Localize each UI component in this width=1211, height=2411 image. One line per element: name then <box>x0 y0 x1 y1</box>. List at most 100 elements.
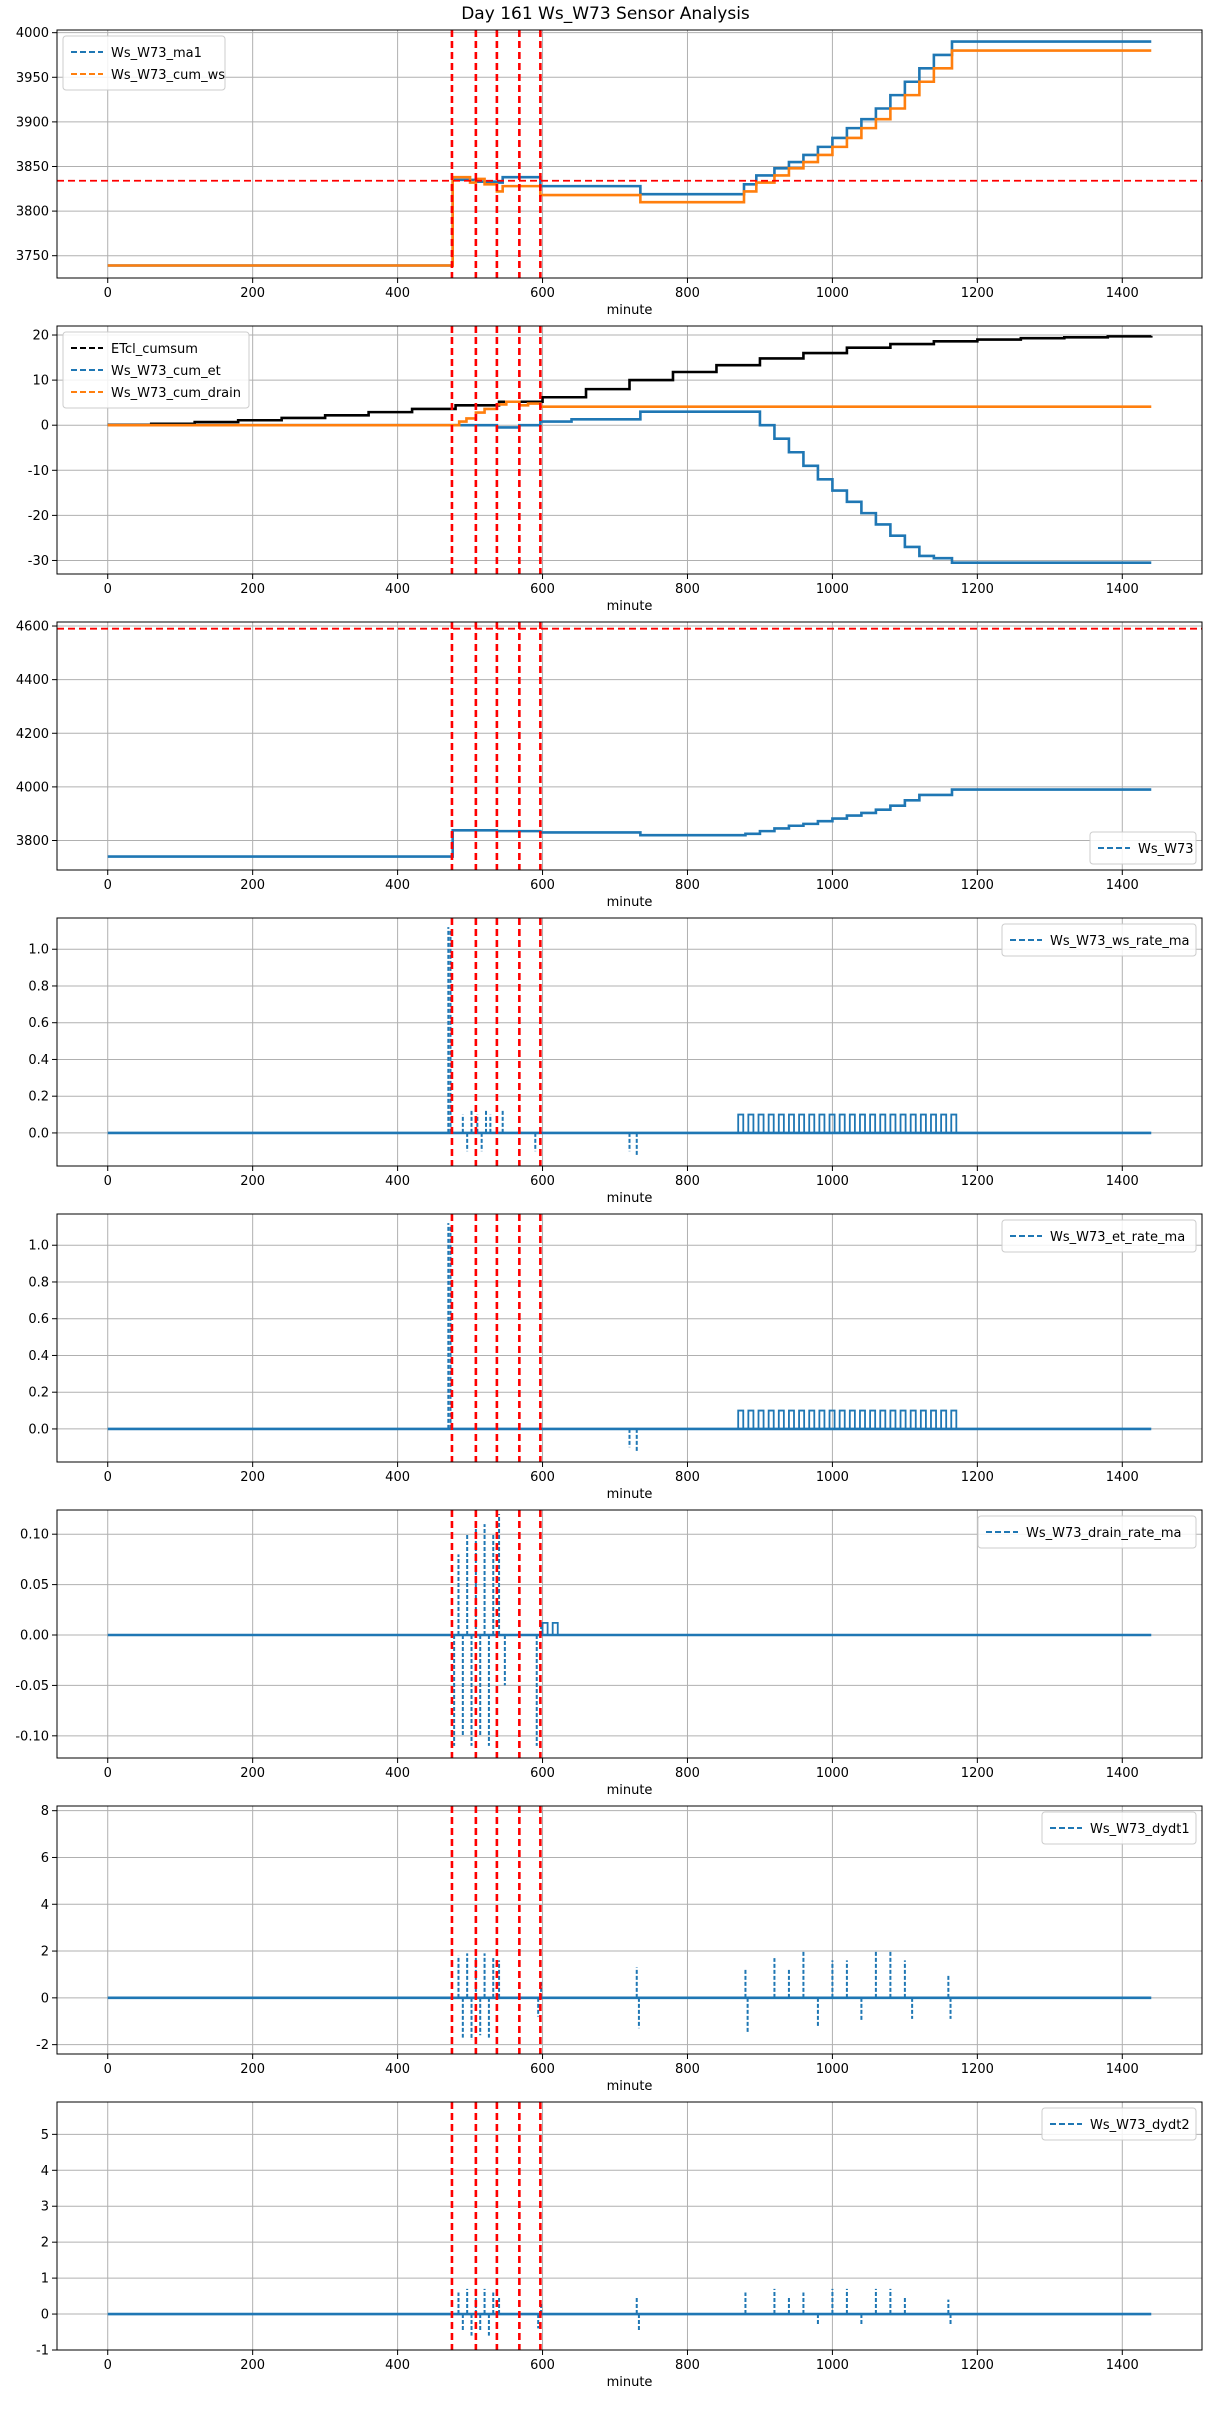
x-tick-label: 0 <box>104 2358 112 2373</box>
x-tick-label: 600 <box>530 1470 555 1485</box>
series-line-Ws_W73_cum_drain <box>107 400 1152 427</box>
data-layer <box>107 1510 1152 1758</box>
chart-panel-1: 0 200 400 600 800 1000 1200 1400 3750 3800 3850 390… <box>16 26 1203 318</box>
legend-label: Ws_W73_cum_ws <box>111 68 225 83</box>
legend: Ws_W73_dydt1 <box>1041 1811 1197 1845</box>
y-tick-label: 0 <box>41 419 49 434</box>
x-tick-label: 400 <box>385 2062 410 2077</box>
legend: Ws_W73_ws_rate_ma <box>1001 923 1197 957</box>
y-tick-label: -1 <box>36 2344 49 2359</box>
data-layer <box>107 1806 1152 2054</box>
x-tick-label: 600 <box>530 2358 555 2373</box>
series-line-Ws_W73 <box>107 788 1152 858</box>
y-tick-label: 3900 <box>16 115 49 130</box>
x-tick-label: 400 <box>385 1766 410 1781</box>
legend-box <box>1001 923 1197 957</box>
y-tick-label: -0.10 <box>15 1729 49 1744</box>
y-tick-label: 6 <box>41 1851 49 1866</box>
x-axis-label: minute <box>607 2375 653 2390</box>
legend-box <box>1041 1811 1197 1845</box>
x-tick-label: 1400 <box>1106 1766 1139 1781</box>
x-tick-label: 600 <box>530 2062 555 2077</box>
y-tick-label: 0.0 <box>28 1126 49 1141</box>
x-tick-label: 400 <box>385 2358 410 2373</box>
data-layer <box>57 30 1202 278</box>
x-tick-label: 1000 <box>816 2358 849 2373</box>
axes-frame <box>56 917 1203 1167</box>
x-tick-label: 800 <box>675 286 700 301</box>
legend-label: ETcl_cumsum <box>111 342 198 357</box>
x-tick-label: 800 <box>675 1470 700 1485</box>
x-tick-label: 1000 <box>816 1766 849 1781</box>
y-tick-label: 0.6 <box>28 1312 49 1327</box>
y-tick-label: 0.8 <box>28 1275 49 1290</box>
chart-panel-5: 0 200 400 600 800 1000 1200 1400 0.0 0.2 0.4 0.6 0.8… <box>28 1213 1203 1502</box>
x-tick-label: 600 <box>530 582 555 597</box>
x-tick-label: 1400 <box>1106 1174 1139 1189</box>
data-layer <box>107 918 1152 1166</box>
x-tick-label: 1400 <box>1106 286 1139 301</box>
legend: Ws_W73_et_rate_ma <box>1001 1219 1197 1253</box>
x-axis-label: minute <box>607 303 653 318</box>
x-tick-label: 1200 <box>961 878 994 893</box>
y-tick-label: 4000 <box>16 780 49 795</box>
chart-panel-2: 0 200 400 600 800 1000 1200 1400 -30 -20 -10 0 10 20 m… <box>28 325 1203 614</box>
legend-label: Ws_W73_drain_rate_ma <box>1026 1526 1181 1541</box>
figure-title: Day 161 Ws_W73 Sensor Analysis <box>461 4 750 24</box>
y-tick-label: 0.2 <box>28 1386 49 1401</box>
legend-box <box>1041 2107 1197 2141</box>
y-tick-label: -30 <box>28 554 49 569</box>
x-tick-label: 1200 <box>961 582 994 597</box>
x-tick-label: 800 <box>675 878 700 893</box>
x-tick-label: 800 <box>675 2062 700 2077</box>
y-tick-label: 4 <box>41 2164 49 2179</box>
y-tick-label: 0.2 <box>28 1090 49 1105</box>
legend-label: Ws_W73_ws_rate_ma <box>1050 934 1189 949</box>
x-tick-label: 200 <box>240 1766 265 1781</box>
axes-frame <box>56 29 1203 279</box>
y-tick-label: 0.00 <box>20 1629 49 1644</box>
x-tick-label: 600 <box>530 878 555 893</box>
x-tick-label: 1400 <box>1106 2358 1139 2373</box>
x-tick-label: 400 <box>385 1470 410 1485</box>
chart-panel-8: 0 200 400 600 800 1000 1200 1400 -1 0 1 2 3 4 5 minute W… <box>36 2101 1203 2390</box>
y-tick-label: 3800 <box>16 205 49 220</box>
x-tick-label: 600 <box>530 1766 555 1781</box>
x-axis-label: minute <box>607 1783 653 1798</box>
y-tick-label: 1.0 <box>28 943 49 958</box>
legend-label: Ws_W73 <box>1138 842 1194 857</box>
x-tick-label: 1000 <box>816 1470 849 1485</box>
legend-box <box>1089 831 1197 865</box>
y-tick-label: 0.6 <box>28 1016 49 1031</box>
x-tick-label: 200 <box>240 582 265 597</box>
x-tick-label: 1400 <box>1106 878 1139 893</box>
x-tick-label: 1000 <box>816 2062 849 2077</box>
axes-frame <box>56 1213 1203 1463</box>
legend: Ws_W73_ma1 Ws_W73_cum_ws <box>62 35 226 91</box>
x-axis-label: minute <box>607 1191 653 1206</box>
axes-frame <box>56 621 1203 871</box>
series-line-ETcl_cumsum <box>107 335 1153 427</box>
x-tick-label: 1200 <box>961 286 994 301</box>
y-tick-label: 4 <box>41 1898 49 1913</box>
y-tick-label: 0.10 <box>20 1528 49 1543</box>
x-axis-label: minute <box>607 599 653 614</box>
x-tick-label: 0 <box>104 1470 112 1485</box>
legend: Ws_W73_dydt2 <box>1041 2107 1197 2141</box>
x-tick-label: 1400 <box>1106 2062 1139 2077</box>
x-tick-label: 400 <box>385 1174 410 1189</box>
legend-label: Ws_W73_et_rate_ma <box>1050 1230 1185 1245</box>
y-tick-label: -0.05 <box>15 1679 49 1694</box>
x-tick-label: 1400 <box>1106 582 1139 597</box>
y-tick-label: 4600 <box>16 620 49 635</box>
chart-panel-3: 0 200 400 600 800 1000 1200 1400 3800 4000 4200 440… <box>16 620 1203 910</box>
legend: Ws_W73 <box>1089 831 1197 865</box>
y-tick-label: 2 <box>41 1945 49 1960</box>
axes-frame <box>56 1805 1203 2055</box>
x-tick-label: 1200 <box>961 1174 994 1189</box>
y-tick-label: 1.0 <box>28 1239 49 1254</box>
x-tick-label: 400 <box>385 878 410 893</box>
y-tick-label: 0.0 <box>28 1422 49 1437</box>
legend-label: Ws_W73_dydt1 <box>1090 1822 1190 1837</box>
